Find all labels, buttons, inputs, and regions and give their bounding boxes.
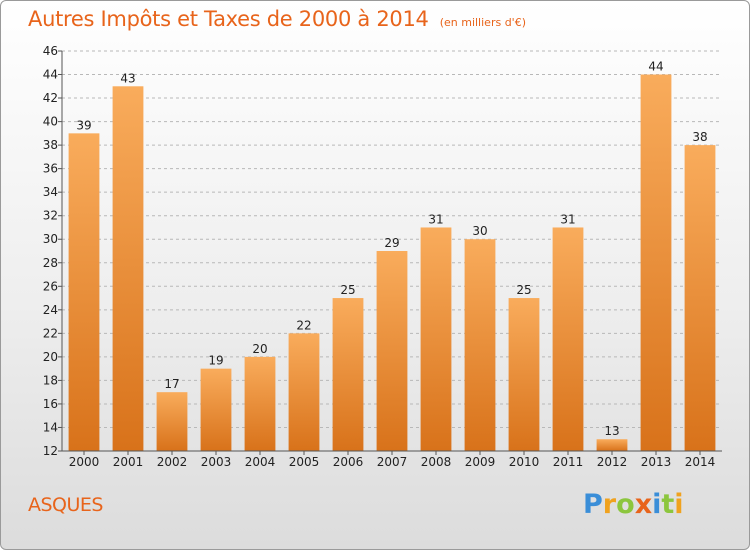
bar (112, 86, 144, 451)
x-tick-label: 2007 (377, 455, 408, 469)
x-tick-label: 2011 (553, 455, 584, 469)
data-label: 31 (560, 212, 575, 226)
data-label: 25 (516, 283, 531, 297)
bar (244, 356, 276, 451)
x-tick-label: 2008 (421, 455, 452, 469)
bar (596, 439, 628, 451)
bar (640, 74, 672, 451)
y-tick-label: 16 (43, 397, 58, 411)
y-tick-label: 34 (43, 185, 58, 199)
data-label: 19 (208, 354, 223, 368)
data-label: 38 (692, 130, 707, 144)
logo-letter: t (661, 489, 675, 520)
data-label: 25 (340, 283, 355, 297)
y-tick-label: 30 (43, 232, 58, 246)
bar (200, 368, 232, 451)
chart-title: Autres Impôts et Taxes de 2000 à 2014 (28, 7, 429, 31)
y-tick-label: 24 (43, 303, 58, 317)
x-tick-label: 2009 (465, 455, 496, 469)
x-tick-label: 2002 (157, 455, 188, 469)
y-tick-label: 38 (43, 138, 58, 152)
x-tick-label: 2006 (333, 455, 364, 469)
y-tick-label: 26 (43, 279, 58, 293)
y-tick-label: 18 (43, 373, 58, 387)
bar (156, 392, 188, 451)
y-tick-label: 36 (43, 162, 58, 176)
title-row: Autres Impôts et Taxes de 2000 à 2014 (e… (28, 7, 526, 31)
y-tick-label: 28 (43, 256, 58, 270)
axis-layer (58, 50, 722, 455)
x-tick-label: 2000 (69, 455, 100, 469)
logo-letter: P (583, 489, 603, 520)
proxiti-logo: Proxiti (583, 489, 684, 520)
x-tick-label: 2012 (597, 455, 628, 469)
data-label: 20 (252, 342, 267, 356)
bar (684, 145, 716, 451)
chart-subtitle: (en milliers d'€) (439, 16, 526, 29)
logo-letter: o (616, 489, 635, 520)
y-tick-label: 42 (43, 91, 58, 105)
logo-letter: i (652, 489, 662, 520)
data-label: 29 (384, 236, 399, 250)
x-tick-label: 2004 (245, 455, 276, 469)
bar (68, 133, 100, 451)
y-tick-label: 40 (43, 115, 58, 129)
x-tick-label: 2014 (685, 455, 716, 469)
data-label: 44 (648, 60, 663, 74)
logo-letter: i (674, 489, 684, 520)
data-label: 22 (296, 318, 311, 332)
bar (508, 298, 540, 451)
data-label: 13 (604, 424, 619, 438)
y-tick-label: 20 (43, 350, 58, 364)
logo-letter: r (602, 489, 617, 520)
label-layer: 12 14 16 18 20 22 24 26 28 30 32 34 36 38 40 42 44 46 39 20… (43, 44, 716, 469)
y-tick-label: 44 (43, 68, 58, 82)
y-tick-label: 32 (43, 209, 58, 223)
bar (288, 333, 320, 451)
bar (376, 251, 408, 451)
bar-layer (68, 74, 716, 451)
y-tick-label: 22 (43, 326, 58, 340)
x-tick-label: 2003 (201, 455, 232, 469)
y-tick-label: 14 (43, 420, 58, 434)
data-label: 43 (120, 71, 135, 85)
data-label: 39 (76, 118, 91, 132)
data-label: 31 (428, 212, 443, 226)
y-tick-label: 12 (43, 444, 58, 458)
bar (552, 227, 584, 451)
data-label: 17 (164, 377, 179, 391)
y-tick-label: 46 (43, 44, 58, 58)
bar (420, 227, 452, 451)
x-tick-label: 2010 (509, 455, 540, 469)
x-tick-label: 2005 (289, 455, 320, 469)
data-label: 30 (472, 224, 487, 238)
bar (332, 298, 364, 451)
commune-name: ASQUES (28, 494, 104, 516)
x-tick-label: 2013 (641, 455, 672, 469)
x-tick-label: 2001 (113, 455, 144, 469)
bar (464, 239, 496, 451)
logo-letter: x (634, 489, 653, 520)
